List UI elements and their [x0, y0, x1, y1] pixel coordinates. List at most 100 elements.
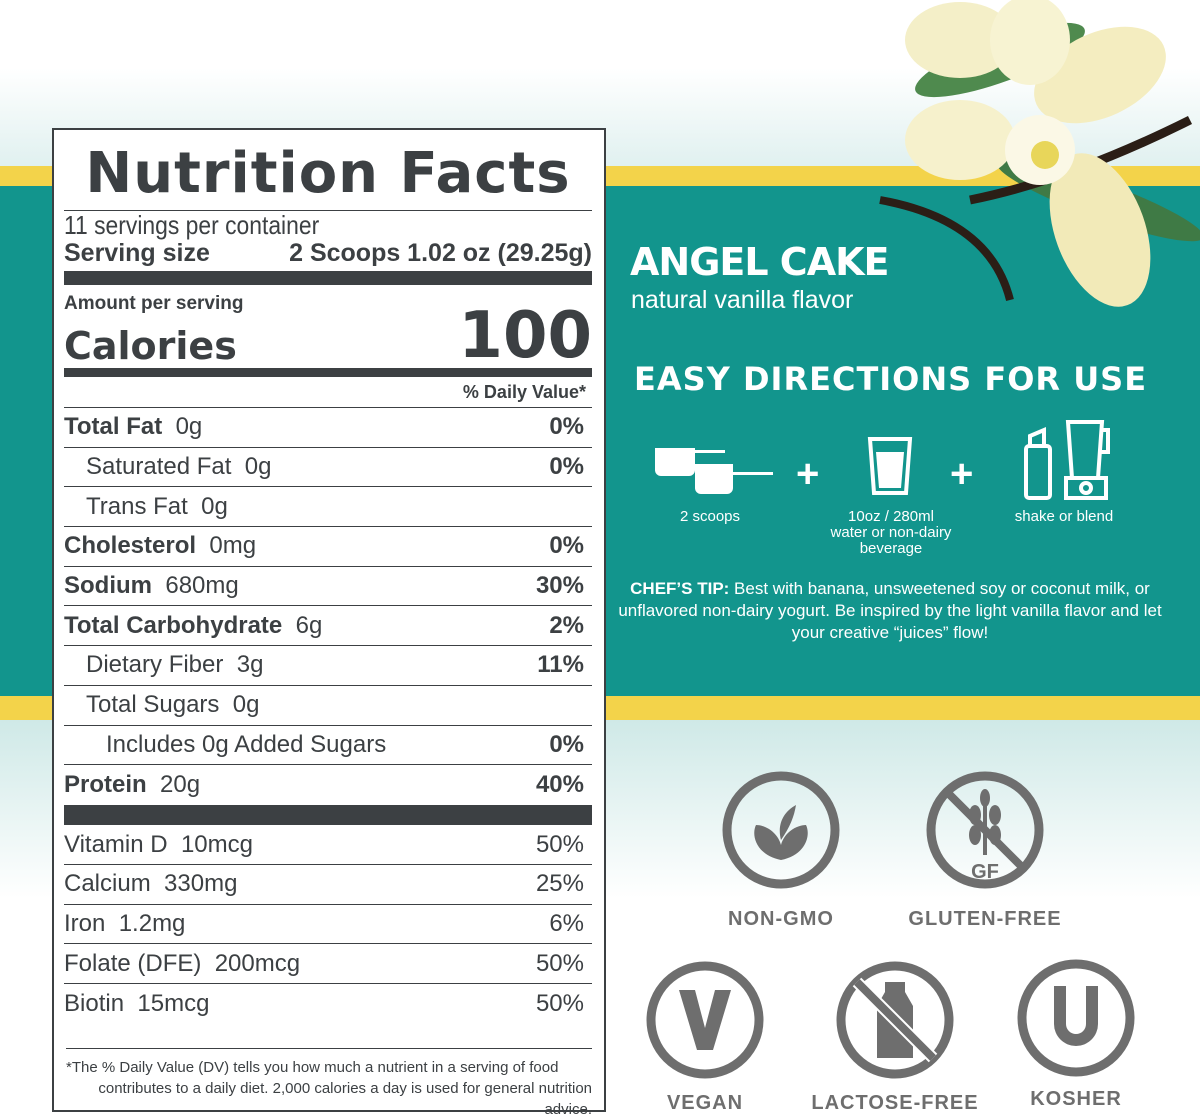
calories-label: Calories: [64, 324, 237, 368]
nutrient-row: Protein 20g 40%: [64, 765, 592, 826]
calories-value: 100: [458, 299, 592, 373]
daily-value-header: % Daily Value*: [64, 377, 592, 408]
chefs-tip-text: Best with banana, unsweetened soy or coc…: [618, 579, 1162, 642]
vitamin-name-amount: Folate (DFE) 200mcg: [64, 950, 300, 978]
chefs-tip: CHEF’S TIP: Best with banana, unsweetene…: [612, 578, 1168, 644]
step-liquid-line: 10oz / 280ml: [848, 508, 934, 525]
vitamin-name-amount: Calcium 330mg: [64, 870, 237, 898]
nutrient-row: Includes 0g Added Sugars 0%: [64, 726, 592, 766]
nutrient-name: Sodium: [64, 572, 152, 600]
vitamin-name: Folate (DFE): [64, 949, 202, 977]
vitamin-name-amount: Iron 1.2mg: [64, 910, 185, 938]
nutrient-name-amount: Sodium 680mg: [64, 572, 239, 600]
vegan-icon: [646, 961, 764, 1079]
vitamin-dv: 25%: [535, 870, 584, 898]
nutrient-row: Dietary Fiber 3g 11%: [64, 646, 592, 686]
vitamin-name: Iron: [64, 909, 106, 937]
nutrient-name-amount: Dietary Fiber 3g: [64, 651, 263, 679]
nutrient-amount: 0g: [175, 413, 203, 441]
nutrient-dv: 0%: [549, 413, 584, 441]
non-gmo-icon: [722, 771, 840, 889]
vanilla-flower-image: [879, 0, 1200, 307]
nutrition-facts-label: Nutrition Facts 11 servings per containe…: [52, 128, 606, 1118]
vitamin-dv: 50%: [535, 830, 584, 858]
nutrient-dv: 0%: [549, 453, 584, 481]
nutrient-name: Total Sugars: [86, 691, 220, 719]
nutrient-amount: 20g: [160, 771, 201, 799]
amount-per-serving: Amount per serving: [64, 293, 244, 314]
vitamin-amount: 1.2mg: [118, 909, 186, 937]
vitamin-row: Biotin 15mcg 50%: [64, 984, 592, 1024]
nutrient-name: Trans Fat: [86, 492, 188, 520]
badge-label-kosher: KOSHER: [1030, 1088, 1122, 1110]
nutrient-amount: 0g: [201, 492, 228, 520]
nutrient-amount: 0mg: [209, 532, 257, 560]
plus-icon: +: [796, 452, 820, 496]
nutrient-amount: 6g: [295, 611, 323, 639]
nutrient-name-amount: Total Sugars 0g: [64, 691, 259, 719]
chefs-tip-label: CHEF’S TIP:: [630, 579, 730, 598]
step-shake: shake or blend: [1014, 508, 1114, 525]
servings-per-container: 11 servings per container: [64, 210, 320, 240]
vitamin-amount: 10mcg: [180, 830, 253, 858]
nutrient-dv: 2%: [549, 611, 584, 639]
nutrient-row: Total Sugars 0g: [64, 686, 592, 726]
nutrient-row: Total Fat 0g 0%: [64, 408, 592, 448]
nutrient-amount: 3g: [236, 651, 264, 679]
nutrient-name: Includes 0g Added Sugars: [106, 730, 387, 758]
nutrient-row: Saturated Fat 0g 0%: [64, 448, 592, 488]
nutrient-name: Protein: [64, 771, 147, 799]
nutrient-row: Total Carbohydrate 6g 2%: [64, 606, 592, 647]
nutrient-amount: 0g: [232, 691, 260, 719]
vitamin-amount: 200mcg: [214, 949, 301, 977]
nutrient-row: Cholesterol 0mg 0%: [64, 527, 592, 567]
nutrient-amount: 0g: [244, 453, 272, 481]
nutrient-dv: 11%: [537, 651, 584, 679]
serving-size: Serving size 2 Scoops 1.02 oz (29.25g): [64, 239, 592, 285]
scoops-icon: [655, 448, 773, 494]
vitamin-name: Vitamin D: [64, 830, 168, 858]
vitamin-dv: 50%: [535, 949, 584, 977]
nutrient-name-amount: Total Fat 0g: [64, 413, 202, 441]
nutrient-name-amount: Trans Fat 0g: [64, 493, 228, 521]
step-liquid: 10oz / 280ml water or non-dairy beverage: [811, 509, 971, 557]
nutrient-name: Cholesterol: [64, 532, 197, 560]
product-flavor: natural vanilla flavor: [631, 286, 854, 314]
nutrient-name: Total Fat: [64, 413, 163, 441]
nutrient-dv: 40%: [535, 771, 584, 799]
nutrient-name-amount: Total Carbohydrate 6g: [64, 612, 322, 640]
badge-label-vegan: VEGAN: [666, 1092, 744, 1114]
vitamin-row: Vitamin D 10mcg 50%: [64, 825, 592, 865]
vitamin-dv: 50%: [535, 989, 584, 1017]
step-scoops: 2 scoops: [679, 508, 741, 525]
directions-heading: EASY DIRECTIONS FOR USE: [634, 360, 1148, 398]
nutrient-name: Saturated Fat: [86, 453, 232, 481]
footnote-line-2: contributes to a daily diet. 2,000 calor…: [98, 1080, 592, 1118]
footnote: *The % Daily Value (DV) tells you how mu…: [66, 1048, 592, 1120]
lactose-free-icon: [836, 961, 954, 1079]
vitamin-row: Calcium 330mg 25%: [64, 865, 592, 905]
product-name: ANGEL CAKE: [630, 240, 890, 284]
vitamin-dv: 6%: [549, 909, 584, 937]
plus-icon-2: +: [950, 452, 974, 496]
serving-size-value: 2 Scoops 1.02 oz (29.25g): [289, 239, 592, 267]
calories-row: Calories 100: [64, 304, 592, 377]
vitamin-row: Folate (DFE) 200mcg 50%: [64, 944, 592, 984]
vitamin-name: Biotin: [64, 989, 125, 1017]
nutrient-name-amount: Saturated Fat 0g: [64, 453, 271, 481]
nutrient-name-amount: Protein 20g: [64, 771, 200, 799]
nutrition-title: Nutrition Facts: [64, 138, 592, 211]
nutrient-dv: 0%: [549, 532, 584, 560]
nutrient-name: Dietary Fiber: [86, 651, 224, 679]
badge-label-lactose-free: LACTOSE-FREE: [811, 1092, 979, 1114]
gf-text: GF: [971, 861, 999, 883]
nutrient-name-amount: Cholesterol 0mg: [64, 532, 256, 560]
vitamin-name-amount: Vitamin D 10mcg: [64, 831, 253, 859]
gluten-free-icon: GF: [926, 771, 1044, 889]
step-liquid-line: beverage: [859, 540, 923, 557]
kosher-icon: [1017, 959, 1135, 1077]
step-liquid-line: water or non-dairy: [830, 524, 952, 541]
glass-icon: [867, 437, 913, 495]
vitamin-amount: 330mg: [164, 870, 238, 898]
nutrient-dv: 30%: [535, 572, 584, 600]
